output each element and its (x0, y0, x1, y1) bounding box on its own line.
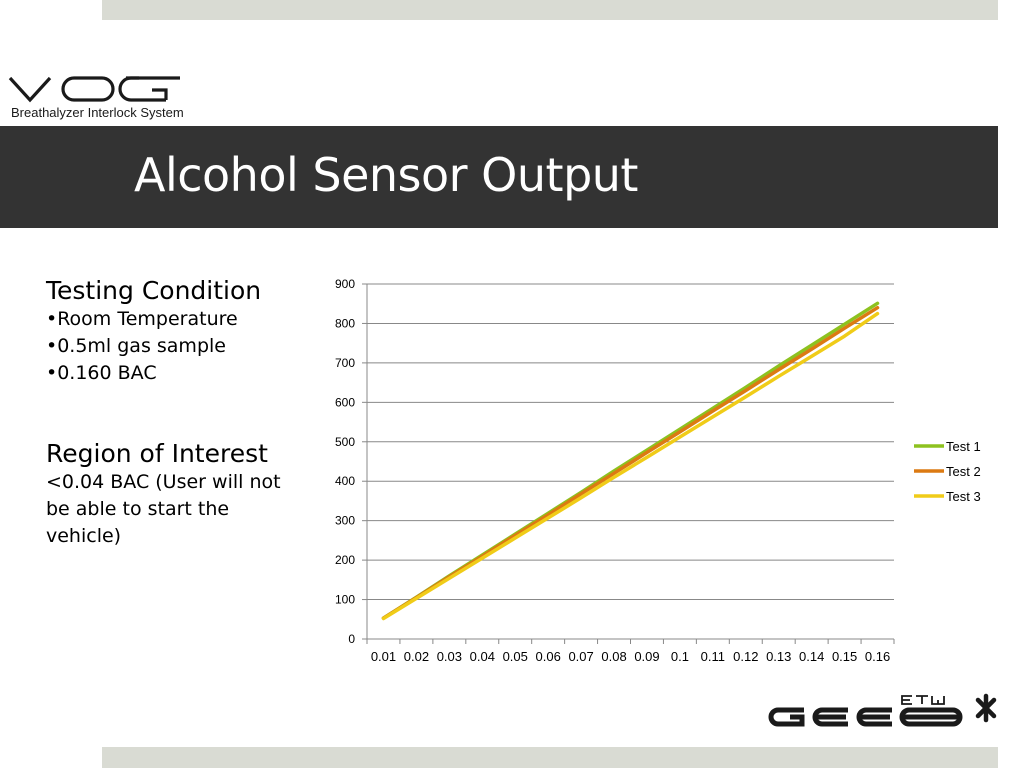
x-tick-label: 0.11 (701, 649, 725, 664)
roi-block: Region of Interest <0.04 BAC (User will … (46, 439, 306, 550)
x-tick-label: 0.1 (671, 649, 689, 664)
x-tick-label: 0.06 (536, 649, 561, 664)
y-tick-label: 600 (335, 395, 355, 409)
title-band: Alcohol Sensor Output (0, 126, 998, 228)
x-tick-label: 0.15 (832, 649, 857, 664)
testing-item: •0.160 BAC (46, 362, 157, 384)
x-tick-label: 0.14 (799, 649, 824, 664)
y-tick-label: 900 (335, 277, 355, 291)
legend-label: Test 1 (946, 439, 981, 454)
testing-condition-heading: Testing Condition (46, 276, 262, 305)
x-tick-label: 0.02 (404, 649, 429, 664)
y-tick-label: 700 (335, 356, 355, 370)
voog-logo: Breathalyzer Interlock System (8, 74, 208, 124)
y-tick-label: 800 (335, 316, 355, 330)
testing-item: •Room Temperature (46, 308, 238, 330)
roi-heading: Region of Interest (46, 439, 268, 468)
x-tick-label: 0.04 (470, 649, 495, 664)
x-tick-label: 0.13 (766, 649, 791, 664)
y-tick-label: 500 (335, 435, 355, 449)
x-tick-label: 0.03 (437, 649, 462, 664)
series-line-3 (381, 311, 880, 621)
y-tick-label: 200 (335, 553, 355, 567)
legend-label: Test 3 (946, 489, 981, 504)
x-tick-label: 0.09 (634, 649, 659, 664)
y-tick-label: 400 (335, 474, 355, 488)
x-tick-label: 0.05 (503, 649, 528, 664)
y-tick-label: 300 (335, 514, 355, 528)
voog-wordmark-icon (8, 76, 180, 103)
x-tick-label: 0.07 (568, 649, 593, 664)
line-chart: 0 100 200 300 400 500 600 700 800 900 0.01 0.02 0.03… (335, 277, 981, 664)
gee8-wordmark-icon (768, 693, 997, 727)
y-tick-label: 0 (348, 632, 355, 646)
slide-title: Alcohol Sensor Output (134, 148, 638, 202)
legend-label: Test 2 (946, 464, 981, 479)
y-tick-label: 100 (335, 593, 355, 607)
roi-description: <0.04 BAC (User will not be able to star… (46, 471, 281, 547)
x-tick-label: 0.12 (733, 649, 758, 664)
sensor-output-chart: 0 100 200 300 400 500 600 700 800 900 0.01 0.02 0.03… (320, 270, 1000, 674)
x-tick-label: 0.08 (601, 649, 626, 664)
voog-tagline: Breathalyzer Interlock System (11, 105, 184, 120)
testing-item: •0.5ml gas sample (46, 335, 226, 357)
gee8-logo (766, 690, 1002, 740)
bottom-accent-bar (102, 747, 998, 768)
left-text-panel: Testing Condition •Room Temperature •0.5… (46, 276, 306, 550)
x-tick-label: 0.16 (865, 649, 890, 664)
top-accent-bar (102, 0, 998, 20)
x-tick-label: 0.01 (371, 649, 396, 664)
